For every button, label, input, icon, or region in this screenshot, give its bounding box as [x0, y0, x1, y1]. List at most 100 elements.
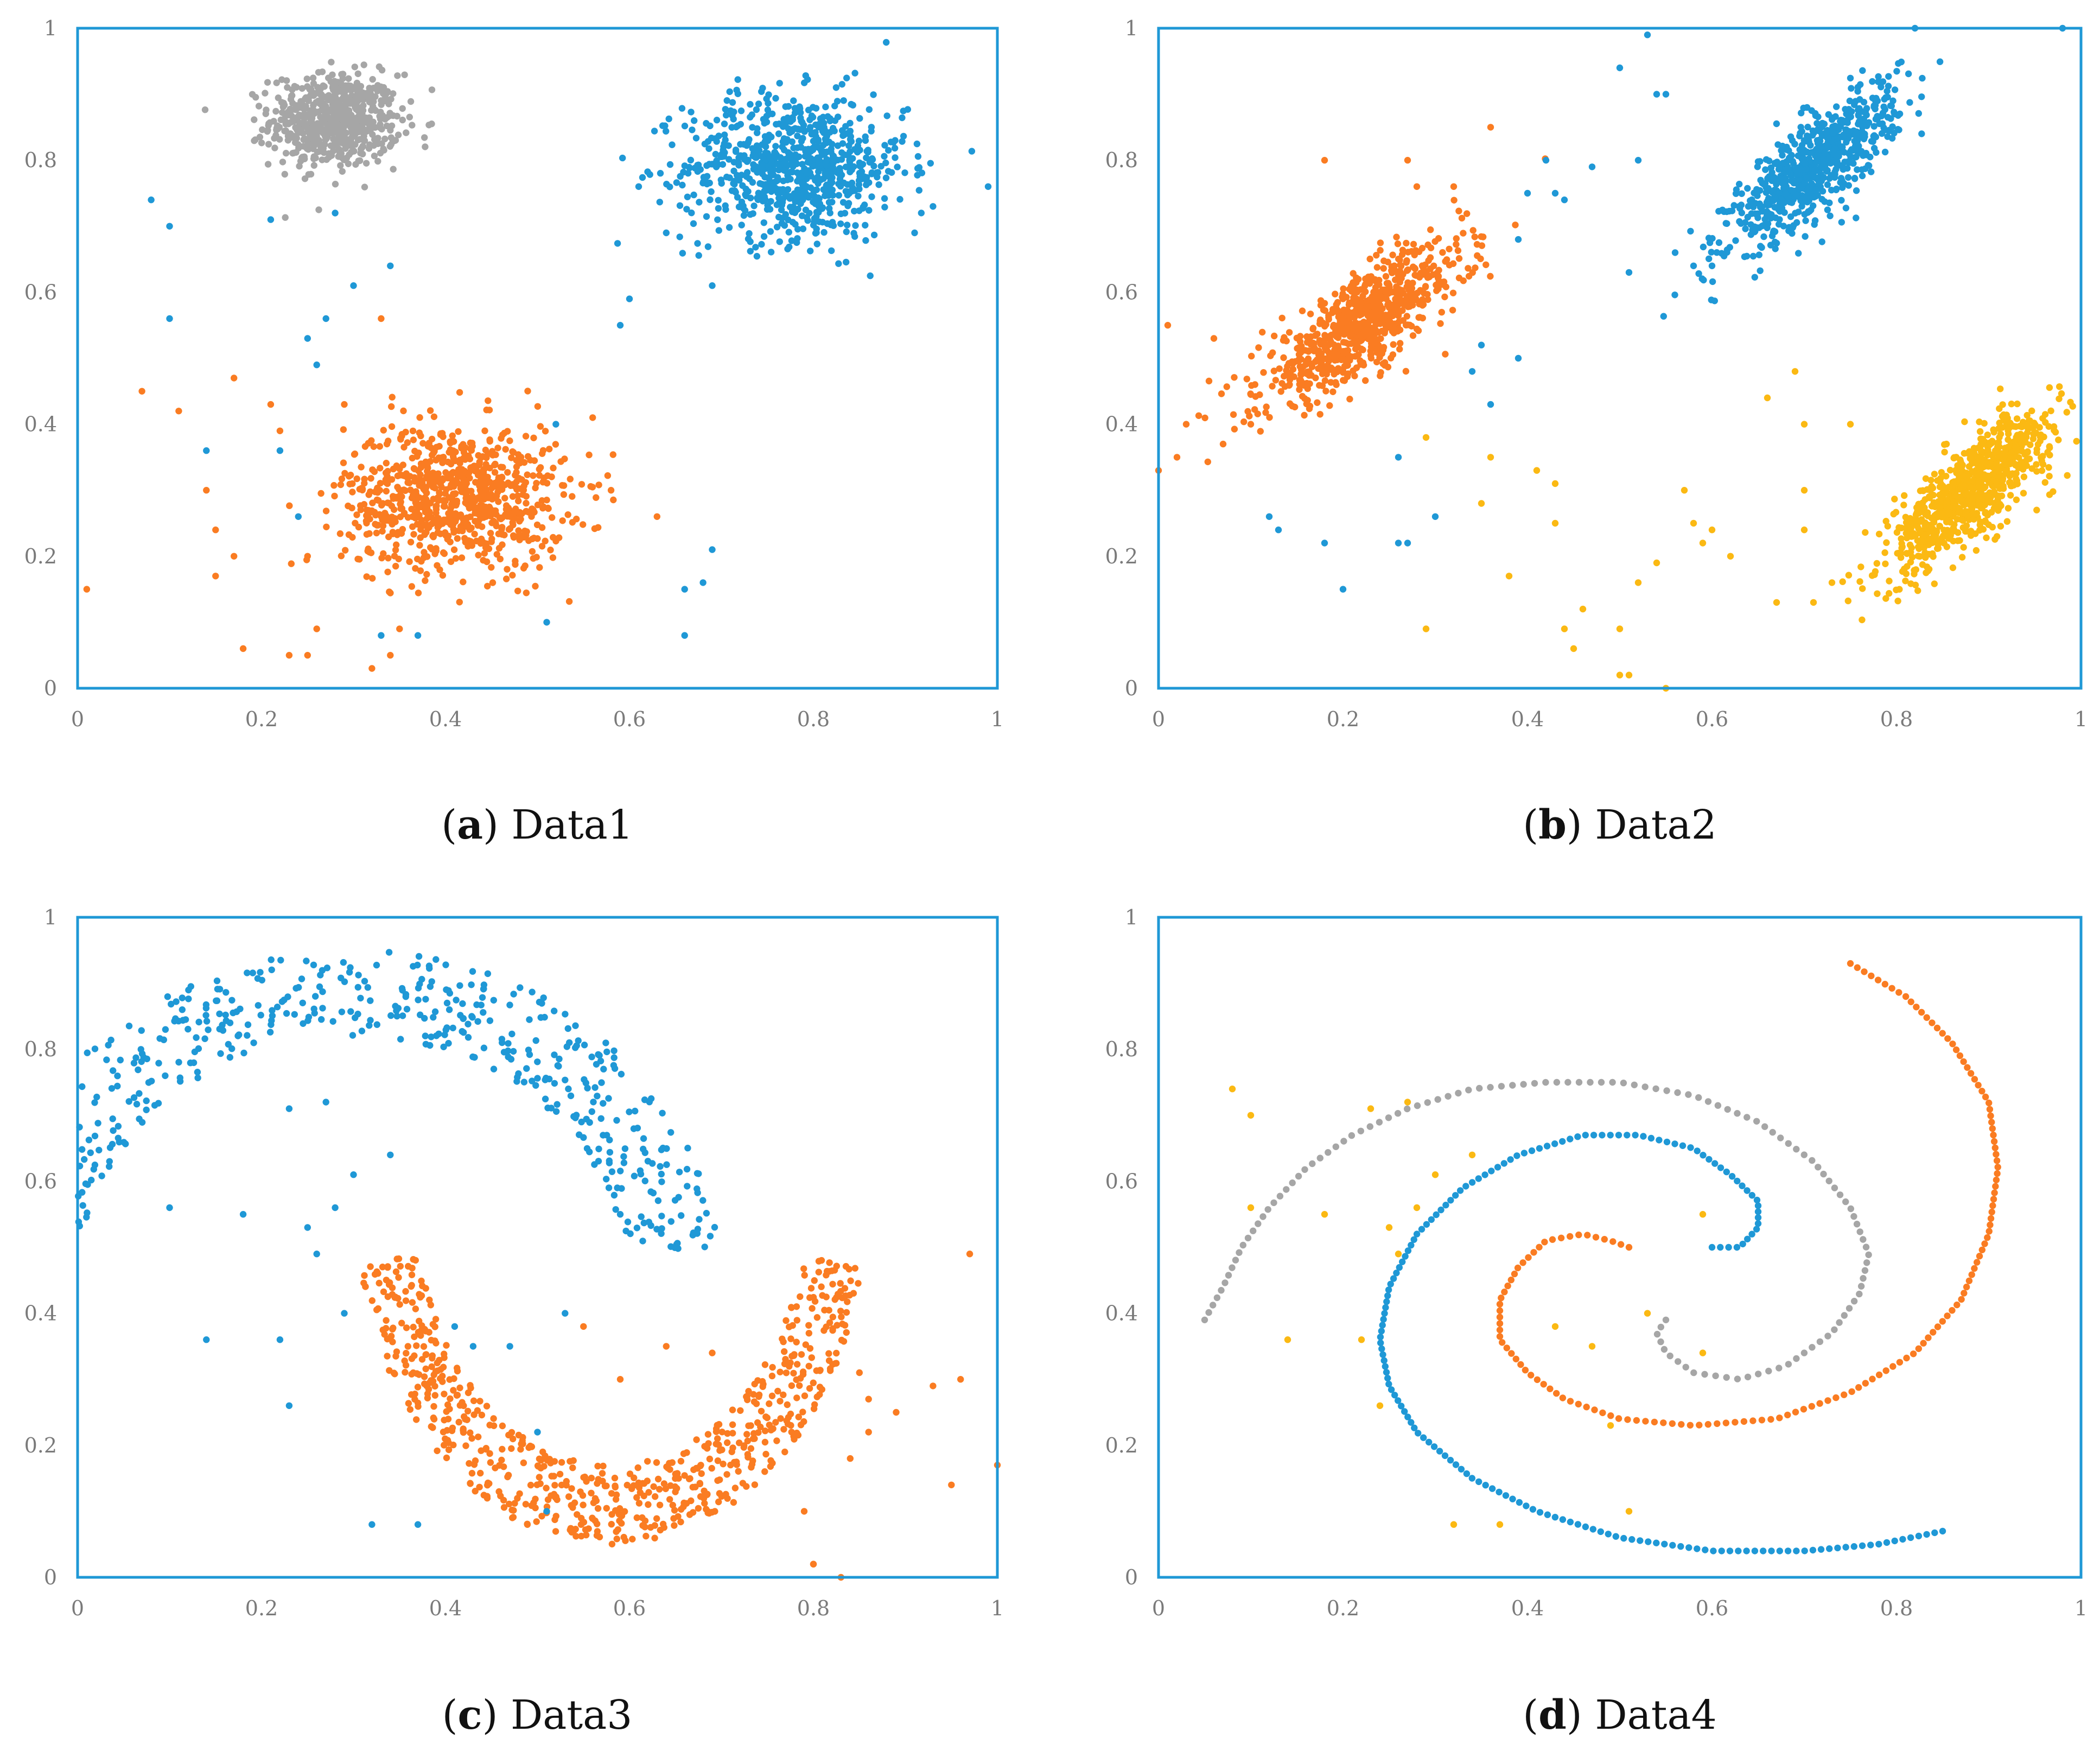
data-point	[332, 181, 339, 188]
data-point	[1347, 300, 1354, 307]
data-point	[1708, 262, 1716, 269]
data-point	[1859, 172, 1866, 180]
data-point	[342, 129, 349, 136]
data-point	[1889, 97, 1897, 104]
data-point	[466, 469, 473, 476]
data-point	[1377, 239, 1384, 246]
data-point	[383, 122, 391, 130]
data-point	[1800, 526, 1808, 534]
data-point	[759, 85, 766, 92]
data-point	[1762, 166, 1769, 173]
data-point	[713, 157, 720, 164]
data-point	[1296, 380, 1303, 388]
data-point	[231, 553, 238, 560]
data-point	[861, 173, 868, 180]
data-point	[1785, 147, 1792, 154]
data-point	[1240, 418, 1248, 426]
data-point	[712, 150, 720, 158]
data-point	[1791, 368, 1799, 375]
data-point	[608, 1168, 616, 1175]
data-point	[547, 547, 554, 554]
data-point	[378, 140, 385, 147]
data-point	[552, 441, 559, 448]
data-point	[114, 1073, 121, 1080]
data-point	[799, 119, 806, 126]
data-point	[1329, 388, 1337, 395]
data-point	[786, 243, 793, 251]
data-point	[1385, 282, 1393, 289]
data-point	[513, 486, 520, 493]
data-point	[1749, 252, 1757, 260]
data-point	[1328, 332, 1335, 339]
data-point	[761, 119, 768, 127]
data-point	[1738, 201, 1745, 208]
data-point	[2030, 431, 2038, 438]
data-point	[2033, 468, 2040, 475]
data-point	[2056, 383, 2063, 390]
data-point	[1744, 185, 1751, 192]
data-point	[1307, 341, 1314, 348]
data-point	[1681, 487, 1688, 494]
data-point	[1327, 379, 1334, 386]
data-point	[329, 109, 336, 116]
data-point	[491, 461, 499, 468]
panel-b-x-tick-label: 1	[2074, 707, 2088, 731]
data-point	[777, 154, 784, 161]
data-point	[1346, 396, 1353, 403]
data-point	[1713, 249, 1720, 256]
data-point	[709, 282, 716, 289]
panel-b-frame	[1157, 27, 2083, 690]
data-point	[683, 206, 690, 213]
data-point	[339, 113, 346, 120]
data-point	[1403, 259, 1410, 266]
data-point	[351, 64, 358, 71]
data-point	[460, 475, 467, 483]
data-point	[234, 1032, 241, 1039]
data-point	[1398, 251, 1406, 258]
data-point	[1695, 270, 1702, 277]
data-point	[1786, 199, 1793, 206]
data-point	[508, 454, 515, 461]
data-point	[338, 1008, 346, 1016]
data-point	[721, 131, 728, 138]
data-point	[1752, 210, 1759, 217]
data-point	[1859, 67, 1866, 74]
data-point	[676, 233, 683, 240]
data-point	[254, 1002, 262, 1009]
data-point	[862, 133, 869, 141]
data-point	[559, 517, 566, 524]
data-point	[1339, 367, 1346, 375]
data-point	[1943, 473, 1950, 480]
data-point	[773, 224, 781, 231]
data-point	[813, 186, 820, 193]
data-point	[94, 1120, 101, 1127]
data-point	[162, 1026, 169, 1033]
data-point	[715, 205, 722, 212]
data-point	[217, 1050, 224, 1057]
data-point	[773, 120, 780, 128]
data-point	[526, 1016, 533, 1023]
data-point	[1358, 337, 1365, 344]
data-point	[380, 145, 387, 153]
data-point	[1742, 225, 1749, 232]
data-point	[481, 550, 488, 557]
data-point	[402, 428, 409, 436]
data-point	[373, 1021, 380, 1028]
data-point	[384, 568, 391, 576]
data-point	[1380, 257, 1388, 264]
data-point	[688, 109, 695, 116]
data-point	[840, 97, 847, 104]
data-point	[1395, 454, 1402, 461]
data-point	[2007, 492, 2014, 499]
data-point	[212, 573, 219, 580]
data-point	[1286, 400, 1294, 407]
data-point	[1455, 207, 1462, 214]
data-point	[487, 512, 494, 519]
data-point	[444, 458, 451, 466]
data-point	[1427, 226, 1434, 233]
data-point	[1875, 530, 1883, 538]
data-point	[810, 104, 817, 111]
data-point	[383, 90, 390, 97]
data-point	[445, 1039, 452, 1047]
data-point	[870, 231, 878, 239]
